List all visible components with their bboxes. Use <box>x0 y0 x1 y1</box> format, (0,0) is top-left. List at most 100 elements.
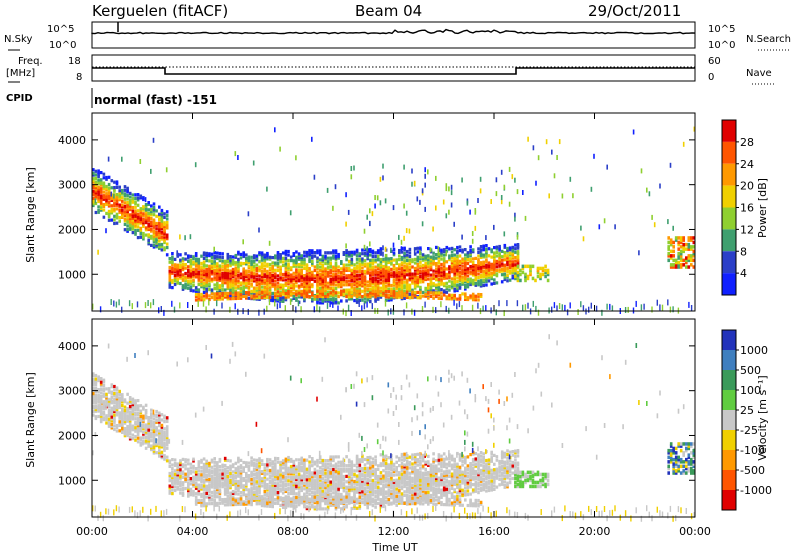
band-cell <box>417 268 420 271</box>
band-cell <box>129 195 132 198</box>
clutter-cell <box>277 303 278 309</box>
band-cell <box>300 269 303 272</box>
band-cell <box>482 261 485 264</box>
scatter-cell <box>295 155 297 160</box>
lower-ridge-cell <box>390 290 393 293</box>
scatter-cell <box>453 222 455 227</box>
scatter-cell <box>380 200 382 205</box>
clutter-cell <box>118 507 119 513</box>
scatter-cell <box>406 211 408 216</box>
freq-tick-high: 18 <box>68 56 81 67</box>
band-cell <box>448 271 451 274</box>
lower-ridge-cell <box>366 293 369 296</box>
band-cell <box>271 292 274 295</box>
band-cell <box>298 458 301 461</box>
band-cell <box>264 264 267 267</box>
nsearch-tick-high: 10^5 <box>708 24 735 35</box>
band-cell <box>97 205 100 208</box>
clutter-cell <box>432 307 433 313</box>
band-cell <box>282 277 285 280</box>
scatter-cell <box>150 169 152 174</box>
scatter-cell <box>556 155 558 160</box>
band-cell <box>113 208 116 211</box>
scatter-cell <box>430 247 432 252</box>
band-cell <box>390 257 393 260</box>
scatter-cell <box>372 211 374 216</box>
band-cell <box>116 213 119 216</box>
band-cell <box>266 270 269 273</box>
band-cell <box>182 470 185 473</box>
band-cell <box>108 210 111 213</box>
lower-ridge-cell <box>261 500 264 503</box>
band-cell <box>253 287 256 290</box>
band-cell <box>269 267 272 270</box>
lower-ridge-cell <box>388 294 391 297</box>
band-cell <box>364 252 367 255</box>
band-cell <box>277 491 280 494</box>
band-cell <box>169 459 172 462</box>
band-cell <box>155 419 158 422</box>
band-cell <box>269 272 272 275</box>
band-cell <box>192 261 195 264</box>
clutter-cell <box>517 300 518 306</box>
band-cell <box>235 267 238 270</box>
band-cell <box>293 283 296 286</box>
band-cell <box>256 267 259 270</box>
band-cell <box>440 267 443 270</box>
band-cell <box>411 265 414 268</box>
band-cell <box>198 258 201 261</box>
band-cell <box>250 279 253 282</box>
clutter-cell <box>570 302 571 308</box>
band-cell <box>274 482 277 485</box>
lower-ridge-cell <box>221 292 224 295</box>
band-cell <box>195 496 198 499</box>
clutter-cell <box>388 310 389 316</box>
lower-ridge-cell <box>477 293 480 296</box>
band-cell <box>287 492 290 495</box>
clutter-cell <box>361 305 362 311</box>
band-cell <box>176 462 179 465</box>
lower-ridge-cell <box>398 290 401 293</box>
clutter-cell <box>116 505 117 511</box>
clutter-cell <box>245 507 246 513</box>
band-cell <box>190 466 193 469</box>
band-cell <box>459 254 462 257</box>
band-cell <box>200 459 203 462</box>
band-cell <box>182 476 185 479</box>
late-echo-cell <box>682 259 685 263</box>
band-cell <box>361 249 364 252</box>
scatter-cell <box>385 198 387 203</box>
band-cell <box>372 266 375 269</box>
band-cell <box>329 251 332 254</box>
lower-ridge-cell <box>237 497 240 500</box>
band-cell <box>118 411 121 414</box>
band-cell <box>105 212 108 215</box>
clutter-cell <box>657 300 658 306</box>
band-cell <box>293 295 296 298</box>
band-cell <box>240 256 243 259</box>
lower-ridge-cell <box>227 498 230 501</box>
band-cell <box>232 474 235 477</box>
scatter-cell <box>235 151 237 156</box>
scatter-cell <box>366 246 368 251</box>
band-cell <box>295 284 298 287</box>
band-cell <box>501 250 504 253</box>
band-cell <box>264 479 267 482</box>
band-cell <box>111 383 114 386</box>
lower-ridge-cell <box>356 293 359 296</box>
band-cell <box>195 252 198 255</box>
lower-ridge-cell <box>224 292 227 295</box>
band-cell <box>324 267 327 270</box>
scatter-cell <box>229 359 231 364</box>
clutter-cell <box>332 302 333 308</box>
band-cell <box>221 482 224 485</box>
band-cell <box>290 458 293 461</box>
clutter-cell <box>290 510 291 516</box>
band-cell <box>388 257 391 260</box>
band-cell <box>145 436 148 439</box>
band-cell <box>485 264 488 267</box>
band-cell <box>401 256 404 259</box>
band-cell <box>250 456 253 459</box>
band-cell <box>200 470 203 473</box>
band-cell <box>176 486 179 489</box>
